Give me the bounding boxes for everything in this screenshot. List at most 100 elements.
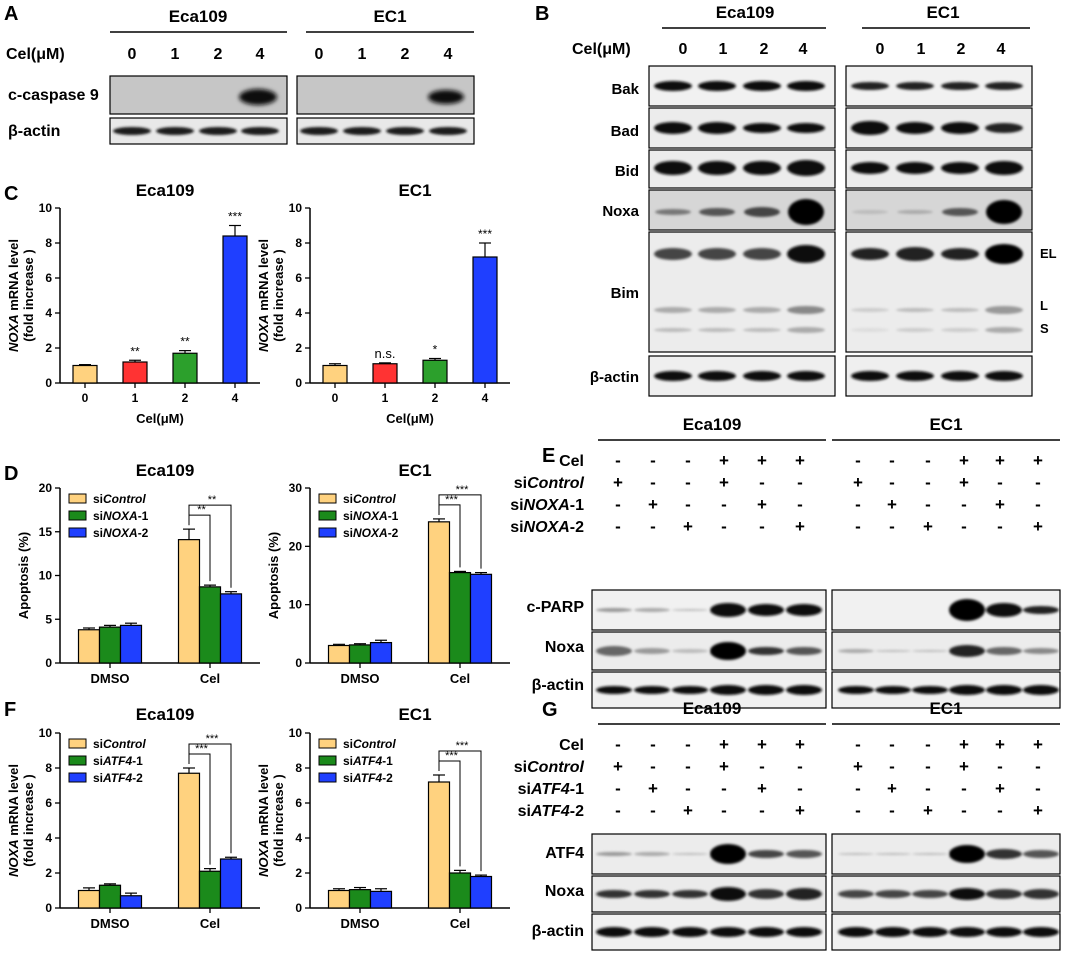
y-tick-label: 0: [295, 656, 302, 670]
chart-title: Eca109: [136, 705, 195, 724]
condition-sign: -: [889, 735, 895, 754]
bar: [472, 256, 498, 384]
blot-label-noxa: Noxa: [545, 883, 584, 900]
cell-label-eca109: Eca109: [683, 699, 742, 718]
bar: [469, 573, 493, 664]
bar: [98, 884, 122, 909]
bar: [448, 872, 472, 909]
bar: [98, 626, 122, 664]
y-tick-label: 2: [45, 866, 52, 880]
y-axis-label: (fold increase ): [271, 774, 286, 866]
dose-value: 2: [401, 46, 410, 63]
condition-sign: -: [615, 735, 621, 754]
panel-letter-a: A: [4, 3, 18, 25]
blot-label-c-parp: c-PARP: [527, 599, 585, 616]
condition-sign: -: [889, 801, 895, 820]
band: [896, 328, 934, 332]
x-tick-label: 1: [132, 391, 139, 405]
legend-label: siNOXA-2: [93, 526, 149, 540]
condition-sign: +: [995, 495, 1005, 514]
dose-values-right: 0 1 2 4: [876, 41, 1006, 58]
condition-sign: -: [925, 735, 931, 754]
chart-d-ec1: EC1 0 10 20 30 Apoptosis (%) DMSO Cel ****** siCo…: [266, 461, 510, 686]
condition-sign: -: [685, 495, 691, 514]
bar: [327, 889, 351, 909]
condition-sign: +: [719, 735, 729, 754]
blot-label-noxa: Noxa: [545, 639, 584, 656]
band: [786, 685, 822, 695]
band: [985, 327, 1023, 333]
legend-swatch: [318, 527, 337, 538]
band: [654, 122, 692, 134]
band: [949, 927, 985, 937]
bar: [119, 895, 143, 909]
condition-sign: -: [925, 451, 931, 470]
condition-sign: -: [650, 735, 656, 754]
band: [743, 81, 781, 91]
band: [875, 927, 911, 937]
band: [672, 853, 708, 855]
band: [896, 122, 934, 134]
significance-mark: **: [197, 504, 206, 516]
condition-sign: -: [961, 801, 967, 820]
condition-sign: -: [615, 779, 621, 798]
condition-sign: +: [923, 517, 933, 536]
blot-label-bid: Bid: [615, 163, 639, 180]
band: [949, 645, 985, 657]
band: [698, 328, 736, 332]
panel-letter-b: B: [535, 3, 549, 25]
blot-label-beta-actin: β-actin: [532, 923, 584, 940]
bar: [327, 644, 351, 664]
dose-values-left: 0 1 2 4: [128, 46, 265, 63]
legend-swatch: [68, 527, 87, 538]
condition-sign: -: [997, 801, 1003, 820]
y-tick-label: 4: [45, 306, 52, 320]
bar: [348, 644, 372, 664]
y-tick-label: 10: [289, 201, 303, 215]
band: [386, 127, 424, 135]
condition-sign: -: [855, 801, 861, 820]
band: [875, 853, 911, 855]
legend-label: siATF4-2: [343, 771, 393, 785]
band: [838, 927, 874, 937]
cell-label-ec1: EC1: [373, 7, 406, 26]
condition-sign: -: [855, 451, 861, 470]
condition-sign: +: [683, 801, 693, 820]
condition-sign: -: [925, 757, 931, 776]
significance-mark: ***: [445, 494, 459, 506]
condition-sign: +: [995, 779, 1005, 798]
band: [985, 82, 1023, 90]
band: [743, 123, 781, 133]
blot-label-bak: Bak: [611, 81, 639, 98]
band: [654, 248, 692, 260]
x-tick-label: DMSO: [91, 916, 130, 931]
condition-sign: +: [959, 735, 969, 754]
condition-sign: +: [719, 757, 729, 776]
condition-sign: +: [887, 495, 897, 514]
condition-sign: -: [1035, 757, 1041, 776]
x-tick-label: 0: [82, 391, 89, 405]
significance-bracket: [438, 750, 482, 872]
legend-label: siATF4-1: [343, 754, 393, 768]
band: [596, 927, 632, 937]
significance-mark: *: [433, 343, 438, 357]
bar: [448, 571, 472, 664]
band: [1023, 648, 1059, 654]
y-tick-label: 15: [39, 525, 53, 539]
band: [654, 161, 692, 175]
chart-title: Eca109: [136, 181, 195, 200]
y-tick-label: 8: [295, 236, 302, 250]
band: [634, 608, 670, 612]
condition-sign: -: [615, 517, 621, 536]
condition-sign: +: [648, 495, 658, 514]
y-tick-label: 8: [45, 236, 52, 250]
bar: [422, 359, 448, 384]
x-tick-label: Cel: [450, 671, 470, 686]
chart-title: EC1: [398, 181, 431, 200]
y-tick-label: 8: [295, 761, 302, 775]
y-tick-label: 2: [295, 866, 302, 880]
condition-sign: +: [887, 779, 897, 798]
dose-value: 1: [358, 46, 367, 63]
band: [241, 127, 279, 135]
